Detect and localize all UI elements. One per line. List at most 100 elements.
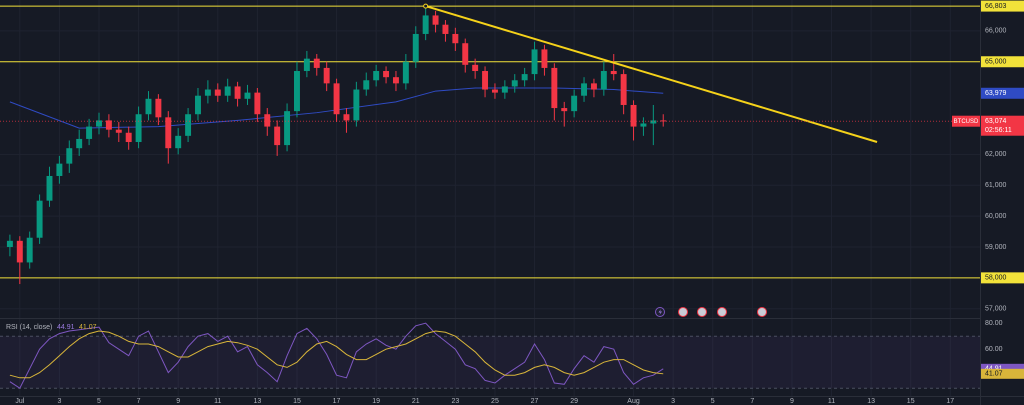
candle-body	[135, 114, 142, 143]
candle-body	[491, 89, 498, 93]
x-tick-label: 11	[214, 398, 221, 405]
candle-body	[36, 200, 43, 238]
candle-body	[571, 95, 578, 112]
candle-body	[511, 80, 518, 87]
price-axis	[980, 0, 1024, 405]
x-tick-label: 5	[97, 398, 101, 405]
rsi-line	[9, 330, 664, 379]
rsi-tag-label: 41.07	[985, 371, 1003, 378]
candle-body	[501, 86, 508, 93]
x-tick-label: Jul	[15, 398, 24, 405]
x-tick-label: 13	[867, 398, 875, 405]
event-icon[interactable]	[757, 307, 767, 317]
ma-tag	[981, 87, 1024, 99]
candle-body	[303, 58, 310, 72]
candle-body	[650, 120, 657, 124]
x-tick-label: 27	[531, 398, 539, 405]
x-tick-label: 11	[828, 398, 835, 405]
marks-layer	[0, 3, 980, 389]
candle-body	[105, 120, 112, 130]
candle-body	[6, 240, 13, 247]
labels-layer: Jul 3 5 7 9 11 13 15 17 19 21 23 25 27 29 Aug 3 5 7 9 11 13 15…	[15, 0, 1024, 405]
y-tick-label: 60,000	[985, 213, 1007, 220]
candle-body	[541, 49, 548, 68]
level-tag-label: 58,000	[985, 275, 1007, 282]
candle-body	[590, 83, 597, 90]
x-tick-label: 3	[671, 398, 675, 405]
candle-body	[125, 132, 132, 143]
y-tick-label: 80.00	[985, 320, 1003, 327]
candle-body	[383, 71, 390, 78]
y-tick-label: 59,000	[985, 244, 1007, 251]
countdown-label: 02:56:11	[985, 127, 1012, 134]
rsi-title: RSI (14, close)	[6, 324, 52, 331]
x-tick-label: 7	[137, 398, 141, 405]
candle-body	[175, 135, 182, 149]
level-tag-label: 65,000	[985, 59, 1007, 66]
rsi-line	[9, 322, 664, 389]
candle-body	[185, 114, 192, 136]
event-icon[interactable]	[717, 307, 727, 317]
candle-body	[224, 86, 231, 96]
rsi-legend-value: 44.91	[57, 324, 75, 331]
candle-body	[581, 83, 588, 96]
candle-body	[145, 98, 152, 115]
event-icon-glyph	[658, 309, 662, 315]
candle-body	[452, 33, 459, 44]
candle-body	[96, 120, 102, 127]
y-tick-label: 61,000	[985, 182, 1007, 189]
candle-body	[531, 49, 538, 75]
candle-body	[26, 237, 33, 263]
candle-body	[462, 43, 469, 65]
trend-line	[425, 5, 878, 143]
price-tag-label: 63,074	[985, 118, 1007, 125]
price-tag	[981, 115, 1024, 136]
candle-body	[294, 71, 300, 112]
level-tag	[981, 0, 1024, 12]
x-tick-label: 17	[333, 398, 341, 405]
candle-body	[234, 86, 241, 99]
candle-body	[56, 163, 63, 176]
candle-body	[254, 92, 261, 115]
x-tick-label: 13	[253, 398, 261, 405]
event-icon[interactable]	[678, 307, 688, 317]
x-tick-label: 7	[750, 398, 754, 405]
x-tick-label: 29	[570, 398, 578, 405]
event-icon[interactable]	[697, 307, 707, 317]
symbol-tag-label: BTCUSD	[954, 119, 979, 125]
candle-body	[422, 15, 429, 34]
level-tag	[981, 272, 1024, 284]
event-icons	[655, 307, 767, 317]
x-tick-label: 5	[711, 398, 715, 405]
candle-body	[521, 74, 528, 81]
candle-body	[482, 71, 489, 90]
candle-body	[76, 138, 83, 149]
candle-body	[214, 89, 221, 96]
candle-body	[363, 80, 370, 90]
candle-body	[323, 67, 330, 84]
candle-body	[373, 71, 380, 81]
candle-body	[16, 240, 23, 263]
candle-body	[472, 64, 479, 72]
x-tick-label: 19	[372, 398, 380, 405]
x-tick-label: 15	[293, 398, 301, 405]
candle-body	[155, 98, 162, 118]
candle-body	[620, 74, 627, 105]
candle-body	[561, 108, 568, 112]
candle-body	[195, 95, 201, 115]
candle-body	[86, 126, 93, 139]
candle-body	[244, 92, 251, 99]
candle-body	[392, 77, 399, 84]
level-tag	[981, 56, 1024, 68]
x-tick-label: Aug	[627, 398, 640, 405]
y-tick-label: 62,000	[985, 151, 1007, 158]
candle-body	[402, 61, 409, 84]
x-tick-label: 25	[491, 398, 499, 405]
trend-anchor	[423, 3, 429, 9]
candle-body	[630, 104, 637, 127]
candle-body	[442, 24, 449, 34]
candle-body	[46, 175, 53, 201]
